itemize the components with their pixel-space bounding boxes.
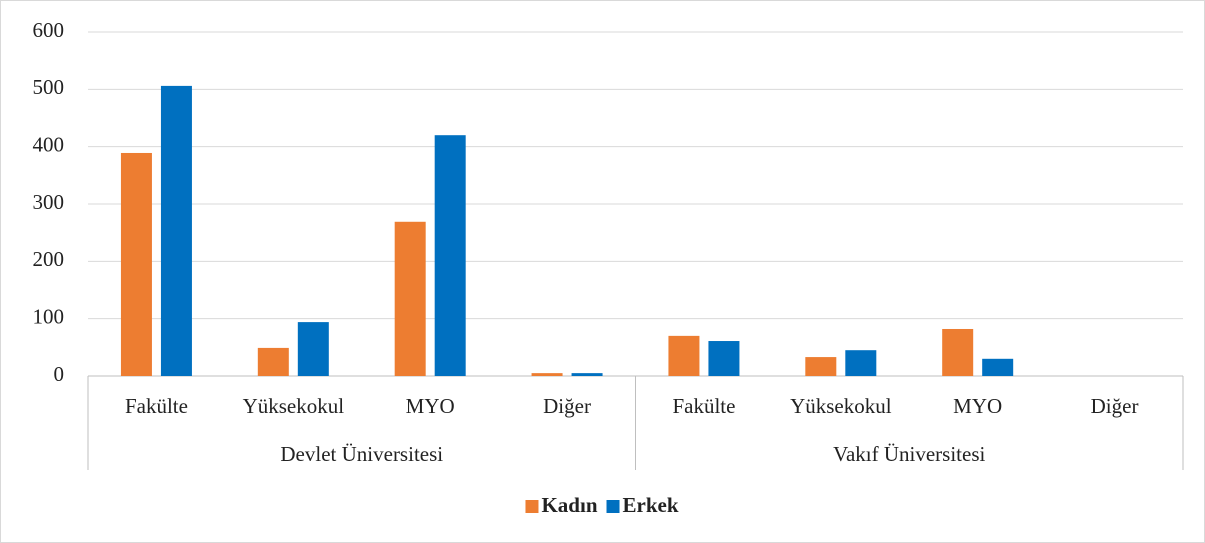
bar [805,357,837,376]
x-tick-label: MYO [406,394,455,418]
group-label: Vakıf Üniversitesi [833,442,985,466]
legend: Kadın Erkek [525,493,679,517]
bar [708,341,740,376]
bar [571,373,603,376]
x-tick-label: Yüksekokul [790,394,892,418]
legend-label: Erkek [623,493,679,517]
y-tick-label: 0 [54,362,65,386]
legend-swatch [525,500,539,513]
bar [394,221,426,376]
x-tick-label: Diğer [1091,394,1139,418]
x-tick-label: Yüksekokul [243,394,345,418]
bar [845,350,877,376]
x-tick-label: Fakülte [672,394,735,418]
bar [160,85,192,376]
bar [531,373,563,376]
x-tick-label: Diğer [543,394,591,418]
bar [257,347,289,376]
y-tick-label: 400 [33,132,65,156]
x-tick-label: Fakülte [125,394,188,418]
y-tick-label: 500 [33,75,65,99]
bar [982,358,1014,376]
bar [434,135,466,376]
y-tick-label: 200 [33,247,65,271]
bar [668,335,700,376]
group-label: Devlet Üniversitesi [280,442,443,466]
y-tick-label: 100 [33,304,65,328]
bar [120,152,152,376]
bar [942,328,974,376]
bar [297,322,329,376]
x-tick-label: MYO [953,394,1002,418]
y-tick-label: 600 [33,18,65,42]
legend-label: Kadın [541,493,597,517]
y-tick-label: 300 [33,190,65,214]
legend-swatch [606,500,620,513]
